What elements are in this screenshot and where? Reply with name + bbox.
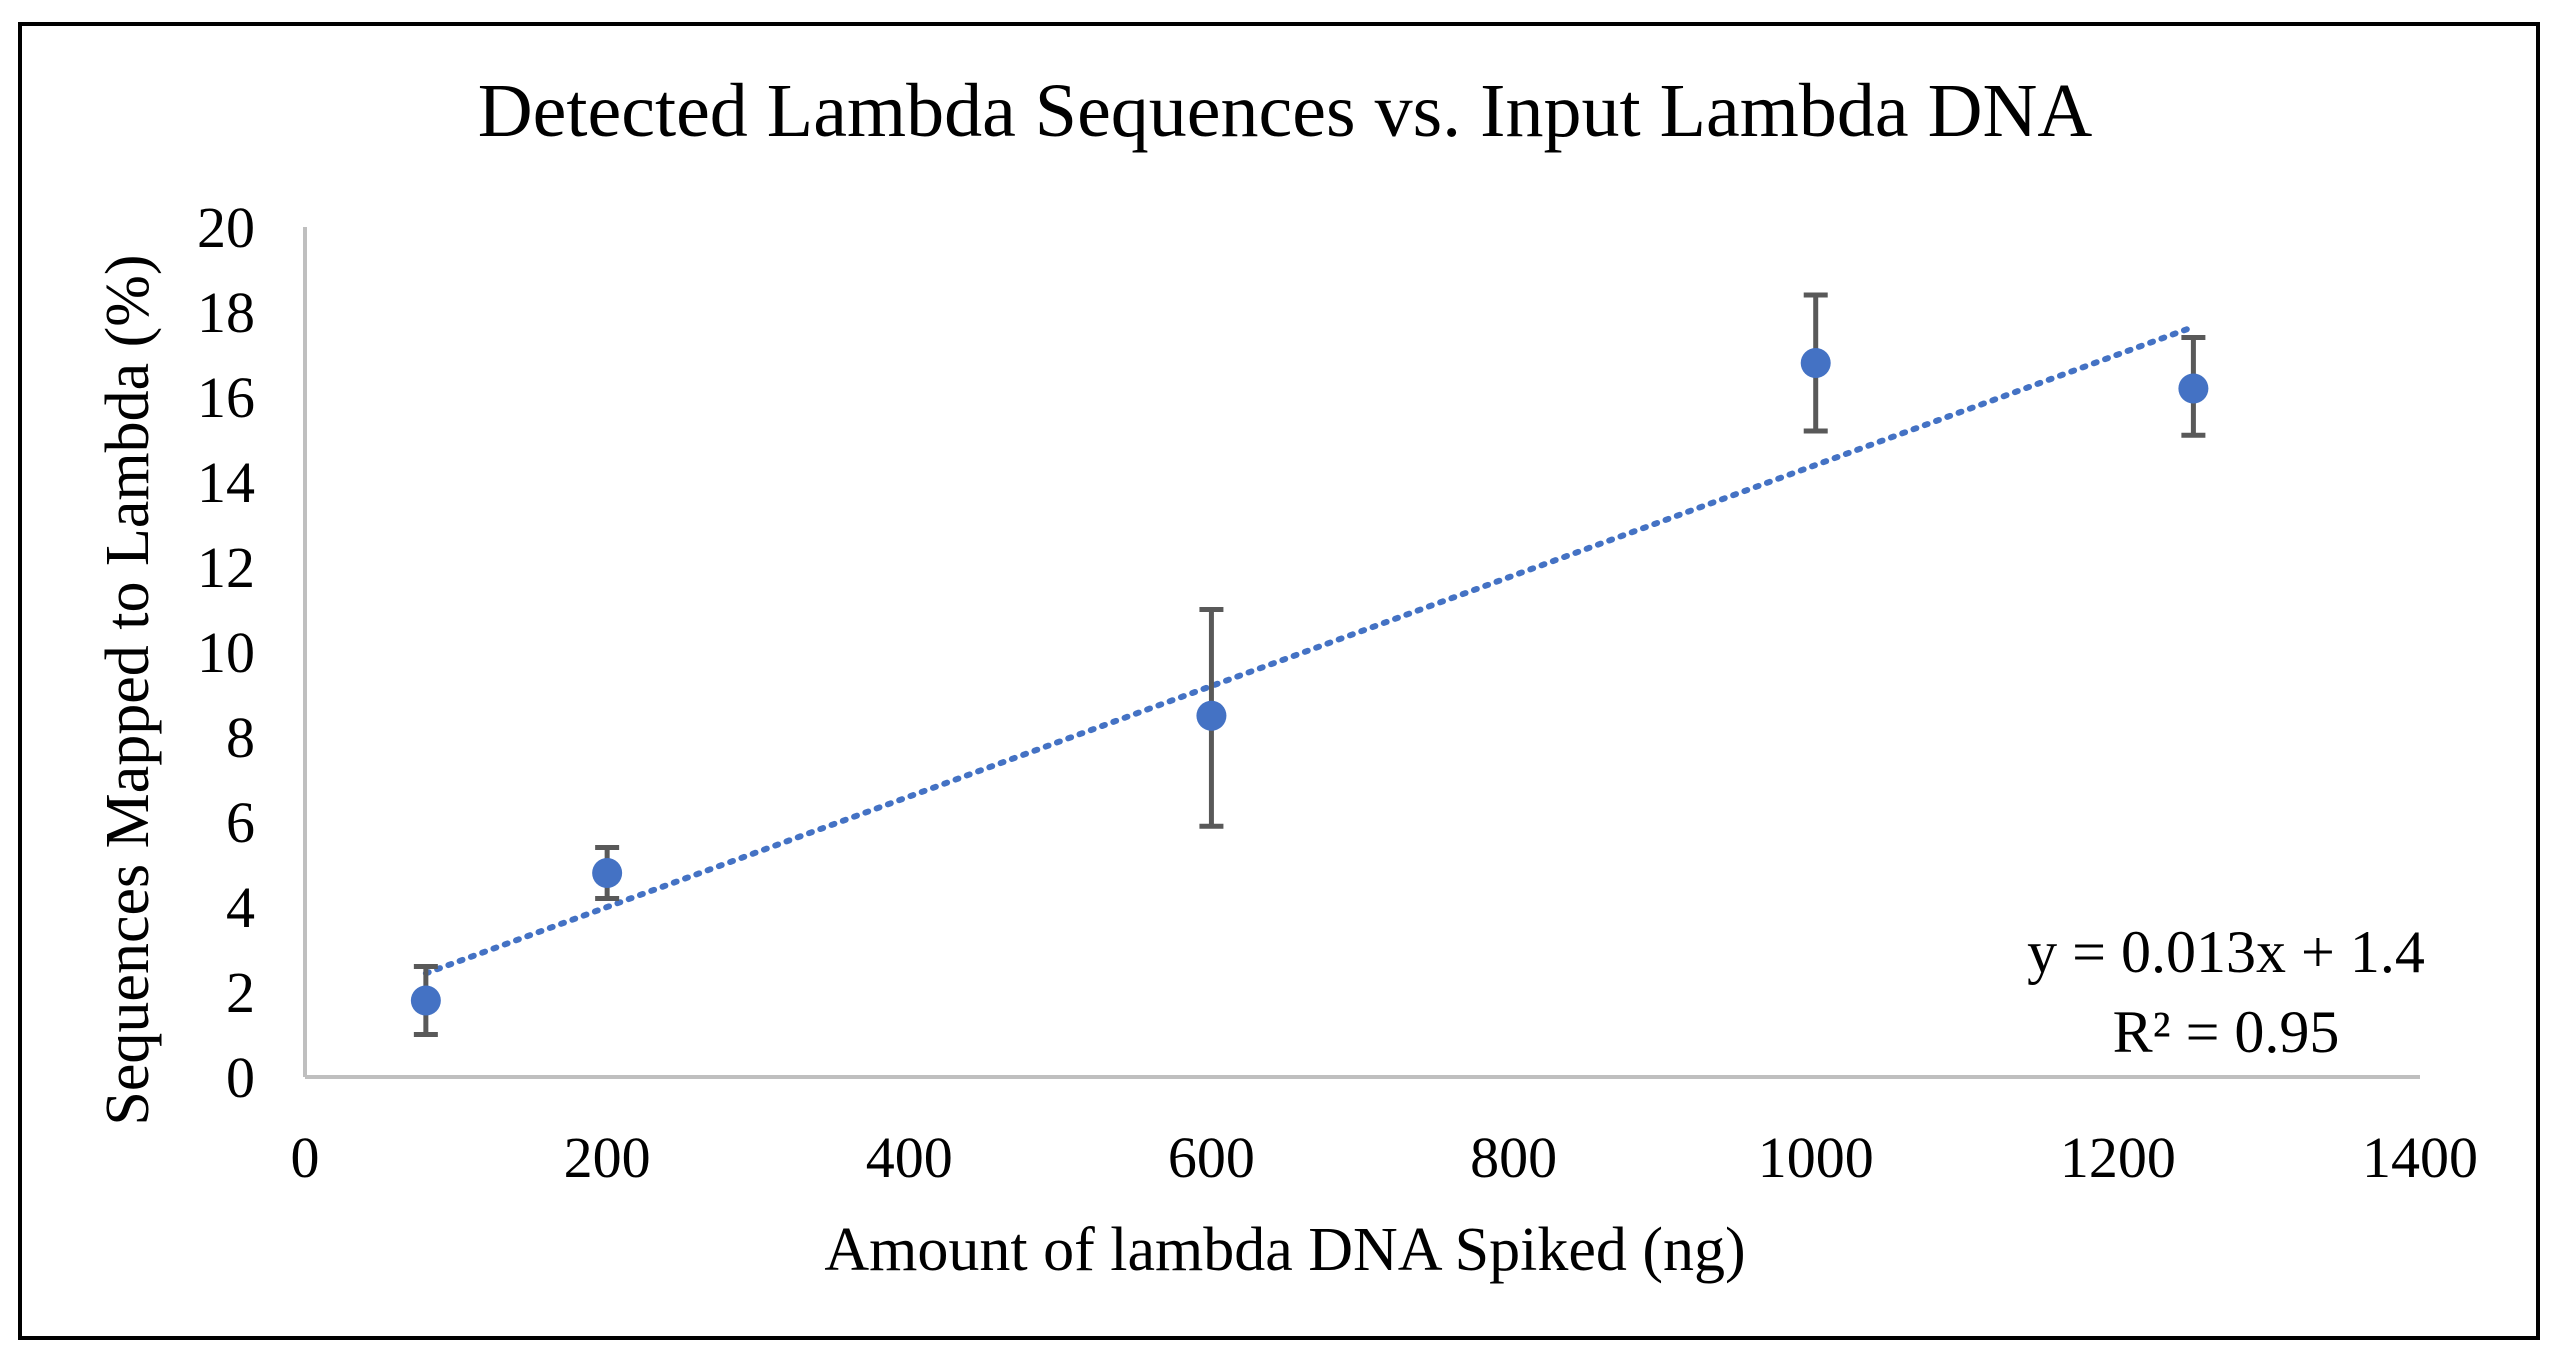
y-tick-label: 10 xyxy=(197,620,255,685)
x-tick-label: 400 xyxy=(866,1125,953,1190)
y-tick-label: 4 xyxy=(226,875,255,940)
chart-title: Detected Lambda Sequences vs. Input Lamb… xyxy=(478,69,2093,153)
x-tick-label: 0 xyxy=(291,1125,320,1190)
y-tick-label: 6 xyxy=(226,790,255,855)
x-tick-label: 1200 xyxy=(2060,1125,2176,1190)
y-tick-label: 18 xyxy=(197,280,255,345)
x-tick-label: 200 xyxy=(564,1125,651,1190)
trendline-layer xyxy=(422,323,2197,977)
y-tick-label: 14 xyxy=(197,450,255,515)
trendline xyxy=(422,323,2197,977)
x-tick-label: 600 xyxy=(1168,1125,1255,1190)
x-tick-label: 1400 xyxy=(2362,1125,2478,1190)
axes xyxy=(303,227,2420,1079)
y-tick-label: 0 xyxy=(226,1045,255,1110)
data-point xyxy=(410,985,441,1016)
x-axis-label: Amount of lambda DNA Spiked (ng) xyxy=(824,1216,1745,1284)
data-point xyxy=(1800,348,1831,378)
tick-labels: 0 200 400 600 800 1000 1200 1400 0 2 4 6 8 10 12 14 16 18… xyxy=(197,195,2478,1190)
y-tick-label: 2 xyxy=(226,960,255,1025)
error-bars xyxy=(413,292,2206,1037)
trendline-equation: y = 0.013x + 1.4 xyxy=(2027,919,2425,985)
data-point xyxy=(592,858,623,888)
data-point xyxy=(1196,700,1227,731)
y-tick-label: 16 xyxy=(197,365,255,430)
y-axis-label: Sequences Mapped to Lambda (%) xyxy=(94,254,162,1125)
chart-frame xyxy=(18,22,2540,1340)
data-point xyxy=(2178,373,2209,404)
y-tick-label: 20 xyxy=(197,195,255,260)
x-tick-label: 1000 xyxy=(1758,1125,1874,1190)
y-tick-label: 12 xyxy=(197,535,255,600)
y-tick-label: 8 xyxy=(226,705,255,770)
r-squared-label: R² = 0.95 xyxy=(2113,999,2340,1065)
x-tick-label: 800 xyxy=(1470,1125,1557,1190)
data-points xyxy=(410,348,2209,1016)
